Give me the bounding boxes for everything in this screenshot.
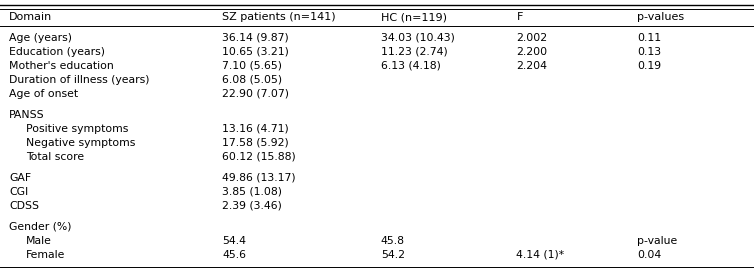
Text: 13.16 (4.71): 13.16 (4.71) (222, 124, 290, 134)
Text: 45.6: 45.6 (222, 250, 247, 260)
Text: Male: Male (26, 236, 51, 246)
Text: 6.13 (4.18): 6.13 (4.18) (381, 61, 440, 71)
Text: Total score: Total score (26, 152, 84, 162)
Text: 49.86 (13.17): 49.86 (13.17) (222, 173, 296, 183)
Text: SZ patients (n=141): SZ patients (n=141) (222, 12, 336, 22)
Text: 2.002: 2.002 (516, 33, 547, 43)
Text: CGI: CGI (9, 187, 29, 197)
Text: Education (years): Education (years) (9, 47, 105, 57)
Text: GAF: GAF (9, 173, 31, 183)
Text: 10.65 (3.21): 10.65 (3.21) (222, 47, 290, 57)
Text: CDSS: CDSS (9, 201, 39, 211)
Text: 34.03 (10.43): 34.03 (10.43) (381, 33, 455, 43)
Text: PANSS: PANSS (9, 110, 44, 120)
Text: 0.04: 0.04 (637, 250, 661, 260)
Text: 2.39 (3.46): 2.39 (3.46) (222, 201, 282, 211)
Text: 0.13: 0.13 (637, 47, 661, 57)
Text: Duration of illness (years): Duration of illness (years) (9, 75, 149, 85)
Text: HC (n=119): HC (n=119) (381, 12, 447, 22)
Text: 2.204: 2.204 (516, 61, 547, 71)
Text: Gender (%): Gender (%) (9, 222, 72, 232)
Text: 0.19: 0.19 (637, 61, 661, 71)
Text: 11.23 (2.74): 11.23 (2.74) (381, 47, 448, 57)
Text: 17.58 (5.92): 17.58 (5.92) (222, 138, 290, 148)
Text: Domain: Domain (9, 12, 52, 22)
Text: Age (years): Age (years) (9, 33, 72, 43)
Text: 2.200: 2.200 (516, 47, 547, 57)
Text: 6.08 (5.05): 6.08 (5.05) (222, 75, 283, 85)
Text: p-value: p-value (637, 236, 677, 246)
Text: Age of onset: Age of onset (9, 89, 78, 99)
Text: 3.85 (1.08): 3.85 (1.08) (222, 187, 283, 197)
Text: p-values: p-values (637, 12, 685, 22)
Text: 4.14 (1)*: 4.14 (1)* (516, 250, 565, 260)
Text: 0.11: 0.11 (637, 33, 661, 43)
Text: 54.2: 54.2 (381, 250, 405, 260)
Text: 36.14 (9.87): 36.14 (9.87) (222, 33, 290, 43)
Text: 45.8: 45.8 (381, 236, 405, 246)
Text: Mother's education: Mother's education (9, 61, 114, 71)
Text: Positive symptoms: Positive symptoms (26, 124, 128, 134)
Text: 60.12 (15.88): 60.12 (15.88) (222, 152, 296, 162)
Text: F: F (516, 12, 523, 22)
Text: 7.10 (5.65): 7.10 (5.65) (222, 61, 283, 71)
Text: Negative symptoms: Negative symptoms (26, 138, 135, 148)
Text: Female: Female (26, 250, 65, 260)
Text: 54.4: 54.4 (222, 236, 247, 246)
Text: 22.90 (7.07): 22.90 (7.07) (222, 89, 290, 99)
